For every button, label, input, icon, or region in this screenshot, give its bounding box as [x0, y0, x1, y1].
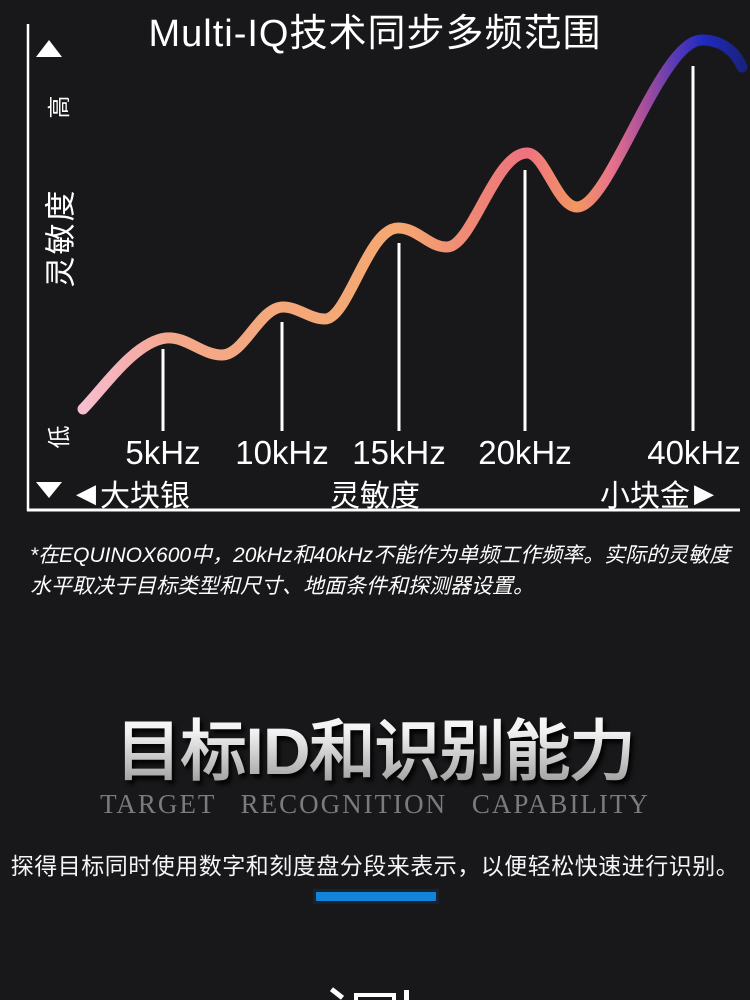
- clipped-glyph-fragment: [404, 990, 409, 1000]
- clipped-glyph-fragment: [329, 987, 345, 1000]
- x-axis-caption-row: ◀ 大块银 灵敏度 小块金 ▶: [0, 471, 750, 513]
- section-subheading-english: TARGET RECOGNITION CAPABILITY: [100, 789, 650, 819]
- chart-title: Multi-IQ技术同步多频范围: [148, 13, 602, 55]
- y-axis-label-high: 高: [46, 95, 72, 119]
- footnote-line-1: *在EQUINOX600中，20kHz和40kHz不能作为单频工作频率。实际的灵…: [30, 544, 731, 567]
- x-tick-label-5khz: 5kHz: [125, 434, 201, 471]
- x-axis-left-end: ◀ 大块银: [76, 471, 190, 515]
- multi-iq-frequency-chart: Multi-IQ技术同步多频范围 高 灵敏度 低 5kHz 10kHz 15kH…: [0, 13, 750, 513]
- x-tick-label-15khz: 15kHz: [352, 434, 446, 471]
- x-axis-right-end-label: 小块金: [600, 480, 690, 513]
- blue-divider-bar: [316, 892, 436, 901]
- chart-canvas: [26, 24, 748, 512]
- axis-arrow-down-icon: [36, 482, 62, 498]
- x-axis-left-end-label: 大块银: [100, 480, 190, 513]
- x-axis-center: 灵敏度: [330, 471, 420, 515]
- clipped-glyph-fragment: [354, 993, 396, 1000]
- x-tick-label-20khz: 20kHz: [478, 434, 572, 471]
- x-axis-center-label: 灵敏度: [330, 480, 420, 513]
- x-tick-label-40khz: 40kHz: [647, 434, 741, 471]
- left-triangle-icon: ◀: [76, 478, 96, 508]
- chart-footnote: *在EQUINOX600中，20kHz和40kHz不能作为单频工作频率。实际的灵…: [30, 540, 736, 602]
- x-tick-label-10khz: 10kHz: [235, 434, 329, 471]
- sensitivity-curve: [77, 34, 748, 415]
- x-axis-right-end: 小块金 ▶: [600, 471, 714, 515]
- right-triangle-icon: ▶: [694, 478, 714, 508]
- section-heading: 目标ID和识别能力: [0, 698, 750, 794]
- section-body-text: 探得目标同时使用数字和刻度盘分段来表示，以便轻松快速进行识别。: [10, 853, 740, 879]
- axis-arrow-up-icon: [36, 40, 62, 57]
- y-axis-label-sensitivity: 灵敏度: [43, 188, 79, 288]
- y-axis-label-low: 低: [46, 425, 72, 449]
- footnote-line-2: 水平取决于目标类型和尺寸、地面条件和探测器设置。: [30, 575, 534, 598]
